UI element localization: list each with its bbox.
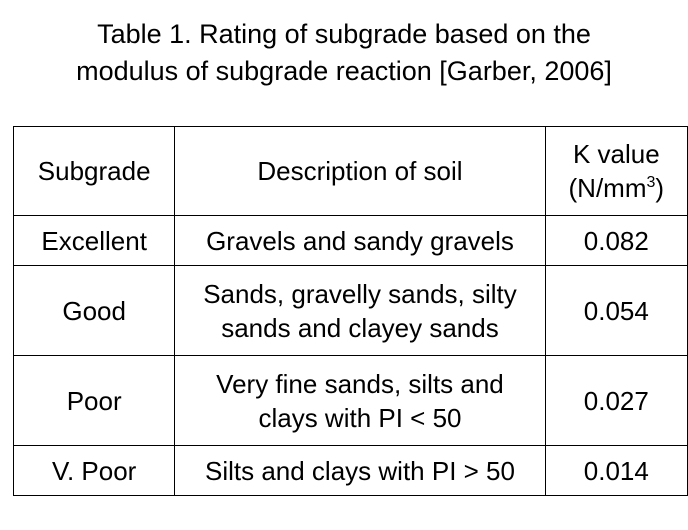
header-cell: Description of soil xyxy=(174,126,546,216)
description-line: sands and clayey sands xyxy=(221,312,499,343)
header-text: K value xyxy=(572,139,660,169)
row: V. Poor Silts and clays with PI > 50 0.014 xyxy=(12,445,688,496)
header-cell: Subgrade xyxy=(12,126,176,216)
description-cell: Very fine sands, silts and clays with PI … xyxy=(174,355,546,446)
row: Good Sands, gravelly sands, silty sands an… xyxy=(12,265,688,356)
title: Table 1. Rating of subgrade based on the… xyxy=(0,16,688,90)
superscript: 3 xyxy=(646,174,656,191)
subgrade-cell: Excellent xyxy=(12,215,176,266)
subgrade-cell: Poor xyxy=(12,355,176,446)
description-line: Silts and clays with PI > 50 xyxy=(204,455,515,486)
description-line: clays with PI < 50 xyxy=(258,402,462,433)
title-line: Table 1. Rating of subgrade based on the xyxy=(97,19,591,49)
k-value-cell: 0.054 xyxy=(544,265,688,356)
row: Excellent Gravels and sandy gravels 0.082 xyxy=(12,215,688,266)
k-value-cell: 0.014 xyxy=(544,445,688,496)
description-line: Very fine sands, silts and xyxy=(216,368,504,399)
description-line: Gravels and sandy gravels xyxy=(206,225,514,256)
header-text: ) xyxy=(655,173,665,203)
header-row: Subgrade Description of soil K value (N/… xyxy=(12,126,688,216)
subgrade-cell: V. Poor xyxy=(12,445,176,496)
table: Subgrade Description of soil K value (N/… xyxy=(12,126,688,496)
title-line: modulus of subgrade reaction [Garber, 20… xyxy=(76,56,612,86)
description-line: Sands, gravelly sands, silty xyxy=(203,278,517,309)
header-cell: K value (N/mm3) xyxy=(544,126,688,216)
description-cell: Gravels and sandy gravels xyxy=(174,215,546,266)
description-cell: Silts and clays with PI > 50 xyxy=(174,445,546,496)
header-text: (N/mm xyxy=(568,173,647,203)
k-value-cell: 0.027 xyxy=(544,355,688,446)
description-cell: Sands, gravelly sands, silty sands and cl… xyxy=(174,265,546,356)
k-value-cell: 0.082 xyxy=(544,215,688,266)
row: Poor Very fine sands, silts and clays with… xyxy=(12,355,688,446)
subgrade-cell: Good xyxy=(12,265,176,356)
